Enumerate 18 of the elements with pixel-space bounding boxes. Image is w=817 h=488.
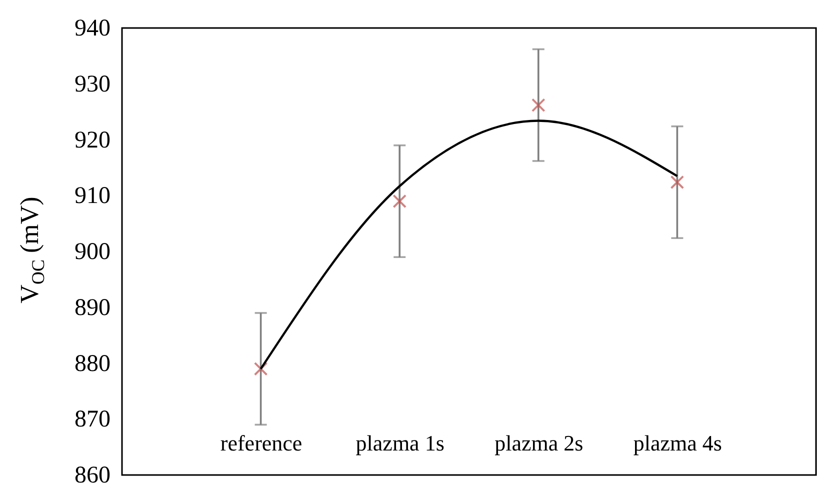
point — [392, 194, 407, 208]
y-tick-label: 870 — [74, 406, 110, 433]
point — [531, 98, 546, 112]
y-tick-label: 930 — [74, 71, 110, 98]
y-tick-label: 910 — [74, 183, 110, 210]
x-tick-label: plazma 4s — [633, 430, 722, 456]
y-tick-label: 920 — [74, 127, 110, 154]
y-tick-label: 880 — [74, 350, 110, 377]
line-series — [260, 120, 678, 370]
x-tick-label: plazma 1s — [356, 430, 444, 456]
y-tick-label: 860 — [74, 462, 110, 488]
point — [670, 175, 684, 190]
y-tick-label: 940 — [74, 16, 110, 42]
x-tick-label: plazma 2s — [494, 430, 584, 456]
x-tick-label: reference — [220, 430, 302, 456]
y-tick-label: 900 — [74, 239, 110, 265]
y-tick-label: 890 — [74, 294, 110, 321]
point — [254, 362, 268, 376]
